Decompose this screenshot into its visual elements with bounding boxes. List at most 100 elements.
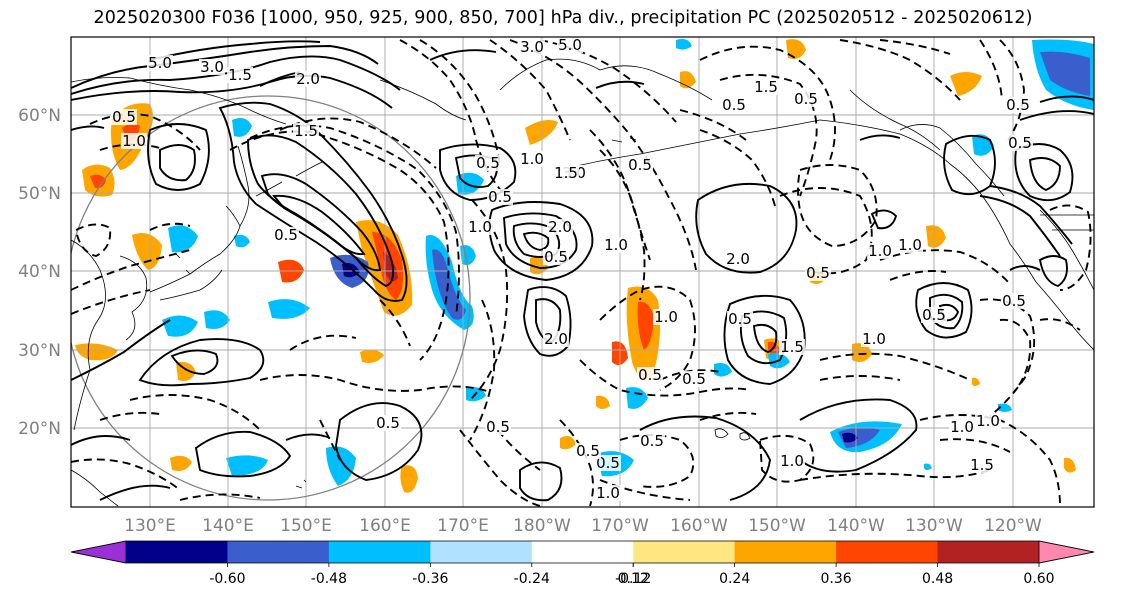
contour-label: 0.5 <box>628 156 652 174</box>
colorbar-outline <box>70 540 1095 564</box>
contour-label: 0.5 <box>376 414 400 432</box>
contour-label-bg <box>603 237 629 253</box>
colorbar-segment <box>430 541 533 563</box>
contour-label-bg <box>543 249 569 265</box>
lon-label: 130°W <box>905 516 963 536</box>
coastlines <box>71 58 1094 507</box>
contour-label-bg <box>653 309 679 325</box>
contour-label-bg <box>975 413 1001 429</box>
lon-label: 130°E <box>124 516 176 536</box>
contour-label-bg <box>969 457 995 473</box>
contour-label: 1.5 <box>554 164 578 182</box>
contour-label-bg <box>293 123 319 139</box>
colorbar-segment <box>227 541 330 563</box>
colorbar-tick-label: -0.48 <box>311 571 347 587</box>
contour-label: 0.5 <box>486 418 510 436</box>
longitude-labels: 130°E 140°E 150°E 160°E 170°E 180°W 170°… <box>124 516 1042 536</box>
contour-label-bg <box>721 97 747 113</box>
lon-label: 150°W <box>748 516 806 536</box>
contour-label-bg <box>375 415 401 431</box>
lat-label: 50°N <box>18 184 61 204</box>
map-area: 5.03.01.52.03.05.00.51.01.50.51.03.00.52… <box>71 36 1094 507</box>
lat-label: 30°N <box>18 341 61 361</box>
contour-label-bg <box>543 331 569 347</box>
contour-label: 1.0 <box>976 412 1000 430</box>
contour-label-bg <box>1001 293 1027 309</box>
contour-label: 0.5 <box>1008 134 1032 152</box>
contour-label-bg <box>1007 135 1033 151</box>
contour-label-bg <box>475 155 501 171</box>
contour-label-bg <box>111 109 137 125</box>
lon-label: 150°E <box>280 516 332 536</box>
contour-label: 3.0 <box>520 38 544 56</box>
contour-label: 1.5 <box>228 66 252 84</box>
colorbar-segment <box>937 541 1040 563</box>
lat-label: 20°N <box>18 419 61 439</box>
colorbar-tick-label: -0.24 <box>514 571 550 587</box>
colorbar-segment <box>126 541 228 563</box>
contour-label-bg <box>273 227 299 243</box>
colorbar-tick-label: 0.48 <box>922 571 953 587</box>
lon-label: 140°E <box>202 516 254 536</box>
contour-label: 0.5 <box>576 442 600 460</box>
contour-label: 1.5 <box>970 456 994 474</box>
lon-label: 160°E <box>359 516 411 536</box>
colorbar-segment <box>633 541 736 563</box>
range-circle <box>71 95 471 501</box>
contour-label-bg <box>897 237 923 253</box>
colorbar-tick-label: -0.60 <box>209 571 245 587</box>
contour-label-bg <box>557 37 583 53</box>
contour-label: 0.5 <box>488 188 512 206</box>
contour-label: 0.5 <box>1002 292 1026 310</box>
contour-label-bg <box>519 151 545 167</box>
contour-label-bg <box>921 307 947 323</box>
contour-label: 0.5 <box>544 248 568 266</box>
contour-label: 2.0 <box>544 330 568 348</box>
lon-label: 160°W <box>670 516 728 536</box>
contour-label-bg <box>725 251 751 267</box>
contour-label: 0.5 <box>596 454 620 472</box>
contour-label-bg <box>553 165 579 181</box>
contour-label-bg <box>793 91 819 107</box>
lat-label: 40°N <box>18 262 61 282</box>
contour-label: 5.0 <box>148 54 172 72</box>
colorbar-tick-label: -0.36 <box>412 571 448 587</box>
contour-label: 0.5 <box>682 370 706 388</box>
lon-label: 140°W <box>827 516 885 536</box>
contour-label-bg <box>487 189 513 205</box>
colorbar-extend-high <box>1038 540 1095 564</box>
contour-label-bg <box>867 243 893 259</box>
contour-label-bg <box>681 371 707 387</box>
contour-label: 0.5 <box>722 96 746 114</box>
contour-label-bg <box>637 367 663 383</box>
colorbar-extend-low <box>70 540 127 564</box>
contour-label-bg <box>467 219 493 235</box>
graticule <box>71 37 1094 507</box>
contour-label: 1.5 <box>780 338 804 356</box>
contour-label: 1.0 <box>468 218 492 236</box>
lon-label: 180°W <box>513 516 571 536</box>
contour-label: 5.0 <box>558 36 582 54</box>
contour-label: 0.5 <box>806 264 830 282</box>
contour-label: 0.5 <box>728 310 752 328</box>
colorbar-segment <box>734 541 837 563</box>
contour-label-bg <box>227 67 253 83</box>
contour-label-bg <box>727 311 753 327</box>
colorbar-segment <box>836 541 939 563</box>
contour-label-bg <box>639 433 665 449</box>
latitude-labels: 60°N 50°N 40°N 30°N 20°N <box>18 106 61 439</box>
colorbar-tick-label: 0.24 <box>719 571 750 587</box>
contour-label-bg <box>1005 97 1031 113</box>
contour-labels: 5.03.01.52.03.05.00.51.01.50.51.03.00.52… <box>111 36 1033 502</box>
contour-label-bg <box>575 443 601 459</box>
contour-label: 1.0 <box>654 308 678 326</box>
contour-label: 1.0 <box>596 484 620 502</box>
contour-label: 1.0 <box>862 330 886 348</box>
contour-label-bg <box>547 219 573 235</box>
colorbar-tick-label: 0.36 <box>821 571 852 587</box>
contour-label: 1.0 <box>868 242 892 260</box>
contour-label: 1.0 <box>898 236 922 254</box>
contour-label-bg <box>779 453 805 469</box>
colorbar-tick-label: 0.12 <box>618 571 649 587</box>
